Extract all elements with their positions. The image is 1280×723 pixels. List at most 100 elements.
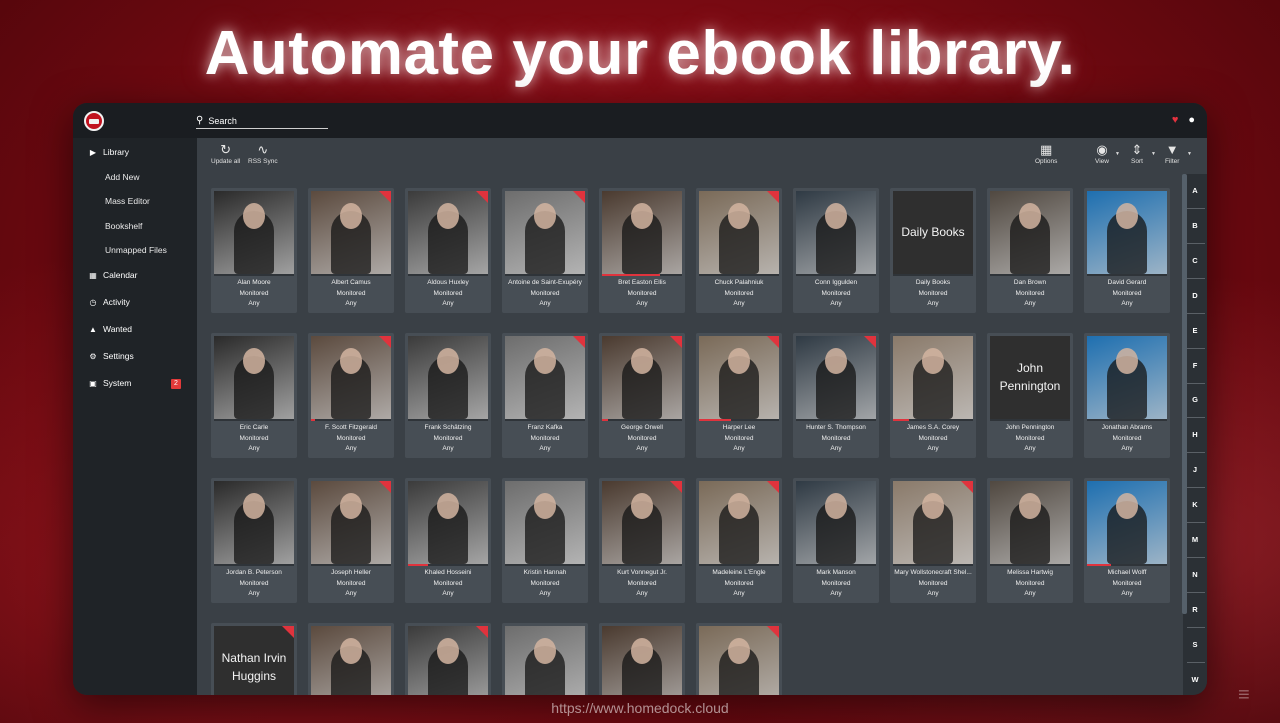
sidebar-item-system[interactable]: ▣ System xyxy=(88,378,131,388)
jump-letter[interactable]: N xyxy=(1192,569,1198,579)
author-card[interactable]: Alan Moore Monitored Any xyxy=(211,188,297,313)
author-poster[interactable] xyxy=(699,626,779,695)
author-card[interactable]: Hunter S. Thompson Monitored Any xyxy=(793,333,879,458)
sidebar-subitem-mass-editor[interactable]: Mass Editor xyxy=(105,196,150,206)
author-card[interactable]: Eric Carle Monitored Any xyxy=(211,333,297,458)
author-poster[interactable] xyxy=(602,336,682,419)
author-card[interactable]: F. Scott Fitzgerald Monitored Any xyxy=(308,333,394,458)
author-card[interactable]: Khaled Hosseini Monitored Any xyxy=(405,478,491,603)
author-card[interactable]: Melissa Hartwig Monitored Any xyxy=(987,478,1073,603)
author-card[interactable]: Harper Lee Monitored Any xyxy=(696,333,782,458)
author-poster[interactable] xyxy=(214,336,294,419)
scrollbar[interactable] xyxy=(1182,174,1187,614)
jump-letter[interactable]: G xyxy=(1192,395,1198,405)
options-button[interactable]: ▦ Options xyxy=(1035,142,1057,165)
author-poster[interactable] xyxy=(1087,481,1167,564)
author-poster[interactable] xyxy=(214,191,294,274)
author-poster[interactable] xyxy=(408,481,488,564)
jump-letter[interactable]: K xyxy=(1192,500,1198,510)
jump-letter[interactable]: B xyxy=(1192,220,1198,230)
user-icon[interactable]: ● xyxy=(1188,114,1195,126)
author-card[interactable] xyxy=(405,623,491,695)
author-poster[interactable] xyxy=(408,336,488,419)
author-poster[interactable] xyxy=(893,336,973,419)
heart-icon[interactable]: ♥ xyxy=(1171,114,1179,126)
author-card[interactable]: John Pennington John Pennington Monitored A… xyxy=(987,333,1073,458)
author-card[interactable]: Kurt Vonnegut Jr. Monitored Any xyxy=(599,478,685,603)
author-card[interactable] xyxy=(599,623,685,695)
author-poster[interactable]: John Pennington xyxy=(990,336,1070,419)
author-poster[interactable] xyxy=(796,481,876,564)
author-poster[interactable] xyxy=(408,191,488,274)
sidebar-subitem-bookshelf[interactable]: Bookshelf xyxy=(105,221,143,231)
update-all-button[interactable]: ↻ Update all xyxy=(211,142,240,165)
author-card[interactable] xyxy=(502,623,588,695)
author-card[interactable]: Conn Iggulden Monitored Any xyxy=(793,188,879,313)
author-card[interactable]: Madeleine L'Engle Monitored Any xyxy=(696,478,782,603)
author-card[interactable]: Nathan Irvin Huggins xyxy=(211,623,297,695)
jump-letter[interactable]: W xyxy=(1191,674,1199,684)
sidebar-item-settings[interactable]: ⚙ Settings xyxy=(88,351,133,361)
author-poster[interactable] xyxy=(699,336,779,419)
jump-letter[interactable]: A xyxy=(1192,186,1198,195)
author-poster[interactable]: Nathan Irvin Huggins xyxy=(214,626,294,695)
jump-letter[interactable]: E xyxy=(1192,325,1198,335)
author-card[interactable]: Aldous Huxley Monitored Any xyxy=(405,188,491,313)
author-card[interactable]: Mary Wollstonecraft Shel... Monitored Any xyxy=(890,478,976,603)
sidebar-item-activity[interactable]: ◷ Activity xyxy=(88,297,130,307)
sidebar-item-wanted[interactable]: ▲ Wanted xyxy=(88,324,132,334)
sidebar-subitem-add-new[interactable]: Add New xyxy=(105,172,140,182)
author-poster[interactable] xyxy=(311,481,391,564)
author-card[interactable] xyxy=(308,623,394,695)
view-button[interactable]: ◉ View xyxy=(1095,142,1109,165)
jump-letter[interactable]: M xyxy=(1191,535,1199,544)
author-card[interactable]: Joseph Heller Monitored Any xyxy=(308,478,394,603)
author-poster[interactable] xyxy=(311,626,391,695)
author-poster[interactable] xyxy=(893,481,973,564)
author-poster[interactable]: Daily Books xyxy=(893,191,973,274)
author-card[interactable]: David Gerard Monitored Any xyxy=(1084,188,1170,313)
author-poster[interactable] xyxy=(602,191,682,274)
search-input[interactable] xyxy=(208,115,319,126)
author-card[interactable]: Bret Easton Ellis Monitored Any xyxy=(599,188,685,313)
jump-letter[interactable]: R xyxy=(1192,604,1198,614)
author-card[interactable]: George Orwell Monitored Any xyxy=(599,333,685,458)
app-logo-icon[interactable] xyxy=(84,111,104,131)
author-poster[interactable] xyxy=(505,626,585,695)
author-poster[interactable] xyxy=(505,191,585,274)
author-card[interactable]: Dan Brown Monitored Any xyxy=(987,188,1073,313)
author-poster[interactable] xyxy=(311,191,391,274)
jump-letter[interactable]: D xyxy=(1192,290,1198,300)
author-poster[interactable] xyxy=(602,481,682,564)
author-card[interactable]: Kristin Hannah Monitored Any xyxy=(502,478,588,603)
author-poster[interactable] xyxy=(990,481,1070,564)
author-poster[interactable] xyxy=(602,626,682,695)
jump-letter[interactable]: C xyxy=(1192,255,1198,265)
jump-letter[interactable]: S xyxy=(1192,639,1198,649)
author-poster[interactable] xyxy=(214,481,294,564)
sort-button[interactable]: ⇕ Sort xyxy=(1131,142,1143,165)
author-poster[interactable] xyxy=(796,191,876,274)
sidebar-item-library[interactable]: ▶ Library xyxy=(88,147,129,157)
sidebar-subitem-unmapped-files[interactable]: Unmapped Files xyxy=(105,245,167,255)
author-card[interactable]: Jordan B. Peterson Monitored Any xyxy=(211,478,297,603)
author-card[interactable]: Jonathan Abrams Monitored Any xyxy=(1084,333,1170,458)
author-card[interactable]: Albert Camus Monitored Any xyxy=(308,188,394,313)
author-card[interactable]: Chuck Palahniuk Monitored Any xyxy=(696,188,782,313)
author-poster[interactable] xyxy=(699,191,779,274)
author-poster[interactable] xyxy=(1087,191,1167,274)
author-poster[interactable] xyxy=(408,626,488,695)
author-card[interactable]: Michael Wolff Monitored Any xyxy=(1084,478,1170,603)
author-poster[interactable] xyxy=(505,336,585,419)
author-card[interactable]: Antoine de Saint-Exupéry Monitored Any xyxy=(502,188,588,313)
author-card[interactable]: Franz Kafka Monitored Any xyxy=(502,333,588,458)
author-poster[interactable] xyxy=(699,481,779,564)
author-card[interactable]: Frank Schätzing Monitored Any xyxy=(405,333,491,458)
rss-sync-button[interactable]: ∿ RSS Sync xyxy=(248,142,278,165)
jump-letter[interactable]: J xyxy=(1192,465,1198,475)
filter-button[interactable]: ▼ Filter xyxy=(1165,142,1179,165)
author-poster[interactable] xyxy=(796,336,876,419)
author-card[interactable]: Daily Books Daily Books Monitored Any xyxy=(890,188,976,313)
author-card[interactable]: James S.A. Corey Monitored Any xyxy=(890,333,976,458)
author-poster[interactable] xyxy=(990,191,1070,274)
